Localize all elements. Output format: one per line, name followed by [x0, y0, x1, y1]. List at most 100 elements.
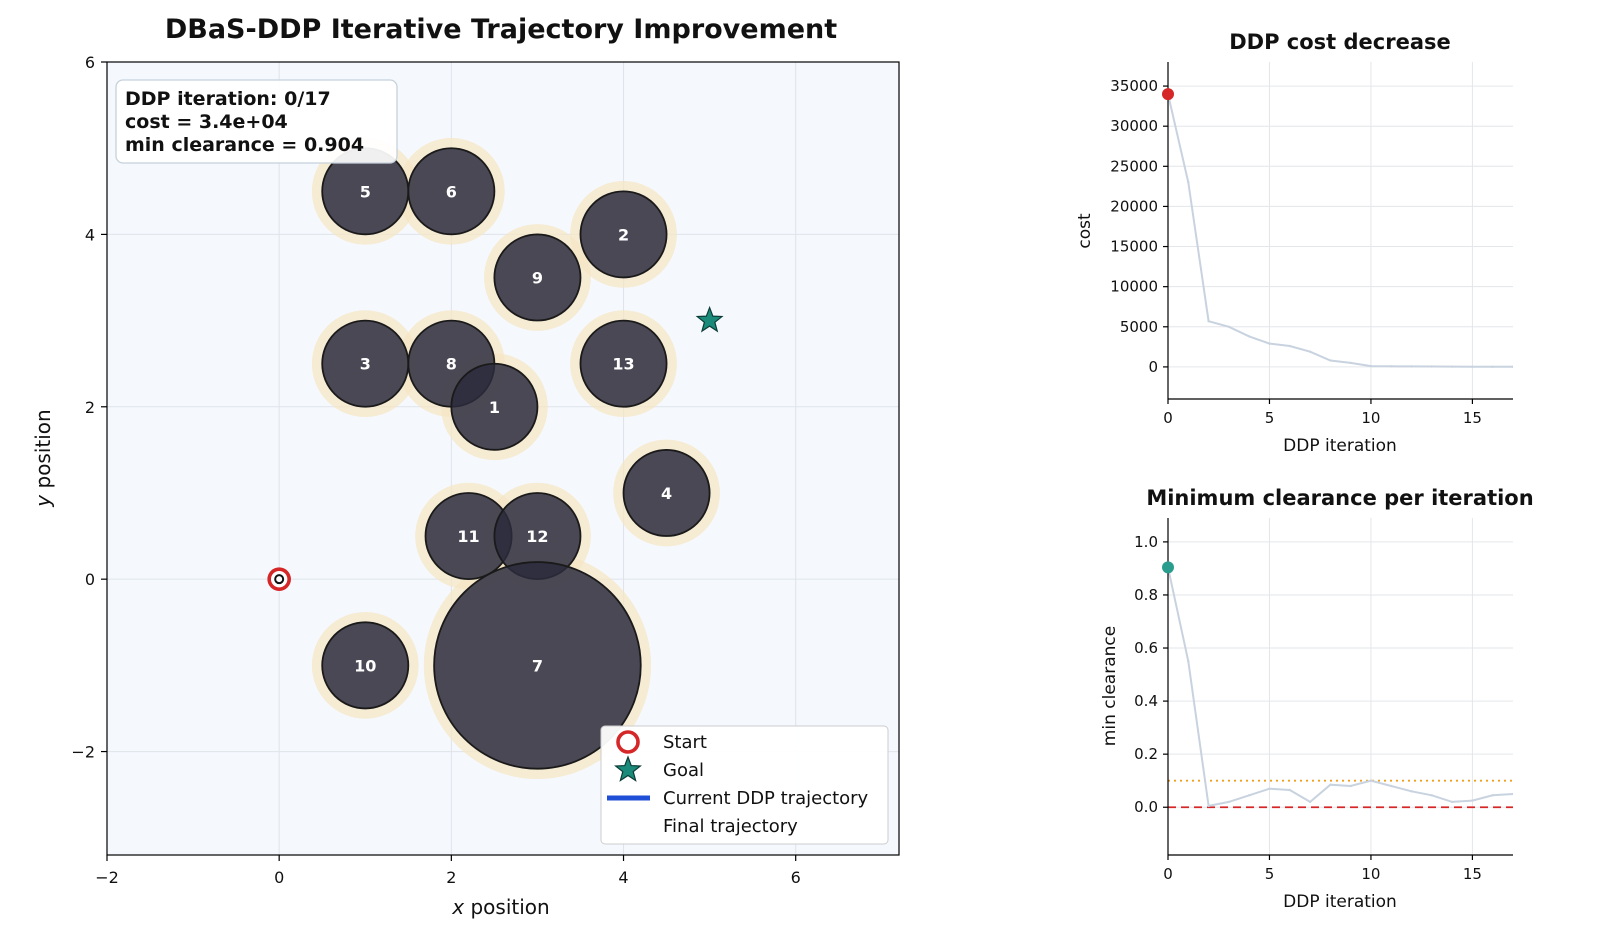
x-tick-label: 0: [1163, 409, 1173, 427]
x-tick-label: 5: [1265, 409, 1275, 427]
obstacle-labels: 5 6 2 9 3 8 13 1 4 11 12 10 7: [354, 182, 672, 675]
x-tick-label: 4: [618, 868, 628, 887]
data-point: [1247, 794, 1251, 797]
obstacle-2: [579, 190, 668, 279]
data-point: [1369, 364, 1373, 368]
data-point: [1369, 779, 1373, 782]
data-point: [1430, 365, 1434, 368]
history-line: [1168, 93, 1513, 368]
obstacle-4: [622, 449, 711, 537]
obstacle-label-7: 7: [532, 656, 543, 675]
obstacle-label-1: 1: [489, 398, 500, 417]
y-tick-label: 0: [1148, 358, 1158, 376]
current-clearance-marker: [1162, 561, 1174, 574]
data-point: [1349, 784, 1352, 788]
obstacle-label-6: 6: [446, 182, 457, 201]
data-point: [1288, 788, 1291, 792]
data-point: [1511, 365, 1513, 368]
y-tick-label: 15000: [1110, 238, 1158, 256]
data-point: [1471, 799, 1474, 802]
data-point: [1308, 350, 1312, 353]
y-tick-label: 0.6: [1134, 639, 1158, 657]
obstacle-label-8: 8: [446, 355, 457, 374]
clearance-y-label: min clearance: [1100, 626, 1120, 746]
x-tick-label: 5: [1265, 865, 1275, 883]
data-point: [1450, 365, 1454, 368]
y-tick-label: 10000: [1110, 278, 1158, 296]
y-tick-label: 20000: [1110, 197, 1158, 215]
x-axis-label: x position: [451, 895, 549, 919]
info-box: DDP iteration: 0/17 cost = 3.4e+04 min c…: [115, 79, 398, 164]
x-tick-label: 0: [274, 868, 284, 887]
legend-goal-icon: [614, 755, 642, 782]
chart-title: DBaS-DDP Iterative Trajectory Improvemen…: [165, 14, 837, 45]
plot-frame: [106, 61, 900, 856]
clearance-axis-ticks: 0 5 10 15 0.0 0.2 0.4 0.6 0.8 1.0: [1134, 533, 1482, 883]
obstacle-9: [493, 233, 582, 322]
legend-start-label: Start: [663, 732, 707, 753]
data-point: [1187, 181, 1190, 184]
y-tick-label: −2: [71, 743, 95, 762]
data-point: [1349, 361, 1352, 365]
data-point: [1187, 660, 1190, 663]
y-axis-label: y position: [31, 409, 55, 507]
clearance-panel: 0 5 10 15 0.0 0.2 0.4 0.6 0.8 1.0 Minimum clearan…: [1100, 486, 1534, 912]
data-point: [1247, 335, 1251, 338]
x-tick-label: 6: [791, 868, 801, 887]
x-tick-label: 15: [1463, 409, 1482, 427]
data-point: [1329, 359, 1332, 362]
data-point: [1207, 319, 1210, 323]
markers: [267, 305, 724, 591]
info-iteration: DDP iteration: 0/17: [125, 88, 331, 110]
y-tick-label: 6: [85, 53, 95, 72]
x-tick-label: 2: [446, 868, 456, 887]
data-point: [1410, 790, 1413, 793]
data-point: [1288, 344, 1291, 348]
x-tick-label: 10: [1361, 865, 1380, 883]
y-tick-label: 30000: [1110, 117, 1158, 135]
obstacle-7: [433, 561, 642, 770]
obstacle-label-3: 3: [360, 355, 371, 374]
data-point: [1227, 325, 1231, 328]
obstacle-label-2: 2: [618, 225, 629, 244]
x-tick-label: 10: [1361, 409, 1380, 427]
clearance-series: [1168, 566, 1513, 809]
y-tick-label: 0.4: [1134, 692, 1158, 710]
y-tick-label: 1.0: [1134, 533, 1158, 551]
x-tick-label: 0: [1163, 865, 1173, 883]
legend: Start Goal Current DDP trajectory Final …: [600, 725, 889, 845]
x-tick-label: 15: [1463, 865, 1482, 883]
data-point: [1491, 794, 1494, 797]
obstacle-label-11: 11: [457, 527, 479, 546]
legend-goal-label: Goal: [663, 760, 704, 781]
obstacle-bodies: [321, 147, 711, 770]
y-tick-label: 0.8: [1134, 586, 1158, 604]
y-tick-label: 0.2: [1134, 745, 1158, 763]
data-point: [1491, 365, 1494, 368]
data-point: [1471, 365, 1474, 368]
legend-final-label: Final trajectory: [663, 816, 798, 837]
y-tick-label: 5000: [1120, 318, 1158, 336]
axis-ticks: −2 0 2 4 6 −2 0 2 4 6: [71, 53, 800, 887]
cost-grid: [1167, 62, 1513, 399]
start-center-dot: [274, 574, 285, 585]
clearance-x-label: DDP iteration: [1283, 892, 1397, 912]
data-point: [1207, 804, 1210, 808]
data-point: [1227, 800, 1231, 804]
y-tick-label: 25000: [1110, 157, 1158, 175]
y-tick-label: 4: [85, 225, 95, 244]
trajectory-panel: 5 6 2 9 3 8 13 1 4 11 12 10 7 −2 0 2 4 6 −2 0 2 4 6 DBaS-DDP …: [31, 14, 900, 919]
cost-panel: 0 5 10 15 0 5000 10000 15000 20000 25000 30000 3500…: [1075, 30, 1513, 456]
y-tick-label: 0.0: [1134, 798, 1158, 816]
data-point: [1450, 800, 1454, 804]
obstacle-label-9: 9: [532, 268, 543, 287]
y-tick-label: 2: [85, 398, 95, 417]
data-point: [1430, 794, 1434, 797]
data-point: [1511, 792, 1513, 796]
info-clearance: min clearance = 0.904: [125, 134, 364, 156]
current-cost-marker: [1162, 88, 1174, 101]
obstacles: 5 6 2 9 3 8 13 1 4 11 12 10 7: [311, 137, 720, 780]
data-point: [1410, 365, 1413, 368]
legend-trajectory-label: Current DDP trajectory: [663, 788, 869, 809]
